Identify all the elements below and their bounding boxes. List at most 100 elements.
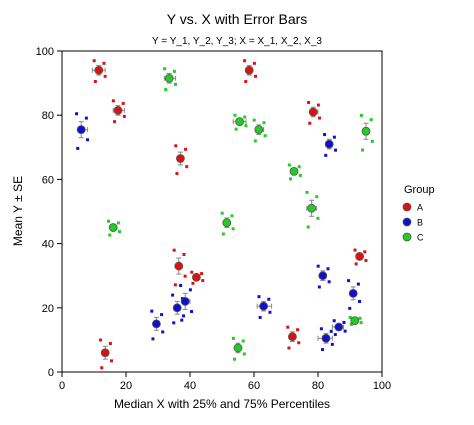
raw-point — [175, 172, 179, 176]
raw-point — [319, 327, 323, 331]
raw-point — [252, 61, 256, 65]
x-axis-ticks: 0 20 40 60 80 100 — [59, 372, 391, 392]
raw-point — [333, 333, 337, 337]
legend-title: Group — [404, 184, 435, 196]
raw-point — [349, 322, 353, 326]
mean-point — [318, 271, 328, 281]
raw-point — [174, 144, 178, 148]
raw-point — [358, 299, 362, 303]
raw-point — [332, 319, 336, 323]
raw-point — [329, 329, 333, 333]
raw-point — [172, 248, 176, 252]
raw-point — [286, 325, 290, 329]
mean-point — [222, 218, 232, 228]
raw-point — [358, 316, 362, 320]
raw-point — [184, 147, 188, 151]
mean-point — [174, 261, 184, 271]
mean-point — [100, 348, 110, 358]
raw-point — [359, 113, 363, 117]
raw-point — [93, 80, 97, 84]
raw-point — [118, 230, 122, 234]
raw-point — [188, 288, 192, 292]
raw-point — [151, 337, 155, 341]
raw-point — [317, 285, 321, 289]
raw-point — [348, 315, 352, 319]
raw-point — [287, 346, 291, 350]
y-axis-ticks: 0 20 40 60 80 100 — [36, 46, 62, 379]
y-tick-label: 100 — [36, 46, 54, 58]
mean-point — [350, 316, 360, 326]
raw-point — [190, 309, 194, 313]
raw-point — [334, 148, 338, 152]
mean-point — [191, 272, 201, 282]
mean-point — [151, 319, 161, 329]
raw-point — [354, 262, 358, 266]
raw-point — [244, 124, 248, 128]
raw-point — [76, 146, 80, 150]
y-tick-label: 80 — [42, 110, 54, 122]
raw-point — [234, 127, 238, 131]
raw-point — [369, 118, 373, 122]
raw-point — [108, 341, 112, 345]
raw-point — [182, 253, 186, 257]
raw-point — [164, 88, 168, 92]
raw-point — [111, 99, 115, 103]
raw-point — [220, 211, 224, 215]
series-a — [91, 59, 368, 370]
raw-point — [231, 336, 235, 340]
raw-point — [161, 330, 165, 334]
raw-point — [107, 219, 111, 223]
x-tick-label: 60 — [248, 380, 260, 392]
raw-point — [298, 173, 302, 177]
legend-marker-b — [402, 217, 412, 227]
raw-point — [307, 100, 311, 104]
raw-point — [370, 139, 374, 143]
raw-point — [84, 116, 88, 120]
raw-point — [363, 250, 367, 254]
raw-point — [364, 258, 368, 262]
raw-point — [241, 339, 245, 343]
mean-point — [172, 303, 182, 313]
data-marks — [75, 59, 374, 370]
raw-point — [191, 281, 195, 285]
raw-point — [190, 270, 194, 274]
raw-point — [267, 297, 271, 301]
raw-point — [75, 112, 79, 116]
raw-point — [242, 352, 246, 356]
raw-point — [183, 274, 187, 278]
raw-point — [258, 315, 262, 319]
legend-marker-c — [402, 232, 412, 242]
raw-point — [308, 121, 312, 125]
raw-point — [113, 120, 117, 124]
raw-point — [318, 116, 322, 120]
raw-point — [316, 264, 320, 268]
raw-point — [326, 267, 330, 271]
raw-point — [263, 134, 267, 138]
raw-point — [230, 214, 234, 218]
raw-point — [150, 309, 154, 313]
raw-point — [174, 82, 178, 86]
raw-point — [268, 310, 272, 314]
raw-point — [323, 133, 327, 137]
raw-point — [110, 359, 114, 363]
raw-point — [103, 74, 107, 78]
mean-point — [361, 126, 371, 136]
raw-point — [182, 314, 186, 318]
raw-point — [316, 216, 320, 220]
legend-label-c: C — [417, 233, 424, 243]
series-c — [107, 67, 374, 361]
x-tick-label: 80 — [312, 380, 324, 392]
y-tick-label: 0 — [48, 367, 54, 379]
mean-point — [180, 296, 190, 306]
mean-point — [233, 343, 243, 353]
raw-point — [122, 114, 126, 118]
raw-point — [305, 190, 309, 194]
raw-point — [160, 313, 164, 317]
mean-point — [113, 105, 123, 115]
legend-entries: ABC — [402, 202, 424, 243]
legend-marker-a — [402, 202, 412, 212]
raw-point — [324, 153, 328, 157]
raw-point — [289, 177, 293, 181]
raw-point — [201, 279, 205, 283]
